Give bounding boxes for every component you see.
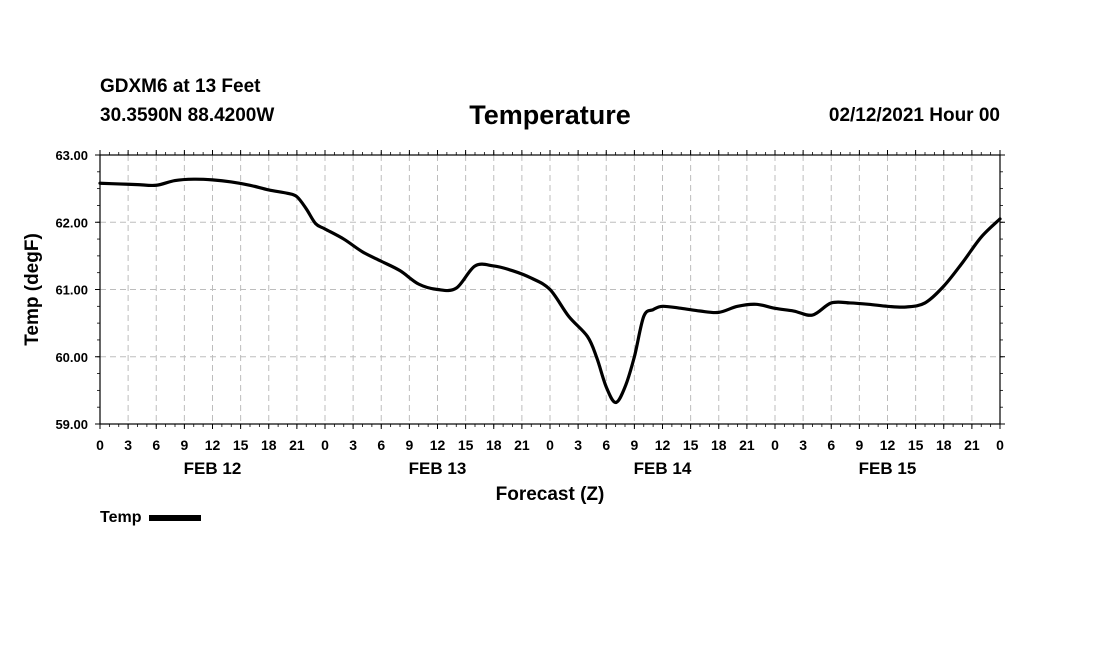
x-tick-label: 21 (289, 437, 305, 453)
legend: Temp (100, 509, 202, 527)
y-axis: 59.00 60.00 61.00 62.00 63.00 (55, 148, 1005, 432)
x-tick-label: 21 (964, 437, 980, 453)
legend-label: Temp (100, 509, 142, 526)
x-tick-label: 12 (205, 437, 221, 453)
x-tick-label: 3 (349, 437, 357, 453)
x-tick-label: 15 (233, 437, 249, 453)
x-tick-label: 21 (514, 437, 530, 453)
date-label: FEB 15 (859, 459, 917, 478)
x-tick-label: 9 (630, 437, 638, 453)
x-tick-label: 18 (936, 437, 952, 453)
x-tick-label: 12 (880, 437, 896, 453)
x-tick-label: 21 (739, 437, 755, 453)
temp-series-line (98, 177, 1002, 405)
x-tick-label: 3 (124, 437, 132, 453)
date-label: FEB 13 (409, 459, 467, 478)
y-tick-label: 61.00 (55, 283, 88, 298)
chart-title: Temperature (469, 100, 631, 130)
x-tick-label: 15 (908, 437, 924, 453)
run-time-label: 02/12/2021 Hour 00 (828, 105, 1000, 126)
x-tick-label: 6 (377, 437, 385, 453)
x-tick-label: 6 (152, 437, 160, 453)
coordinates-label: 30.3590N 88.4200W (100, 105, 275, 126)
x-tick-label: 0 (321, 437, 329, 453)
x-tick-label: 6 (602, 437, 610, 453)
x-tick-label: 18 (261, 437, 277, 453)
grid-lines (100, 155, 1000, 424)
x-axis: 0 3 6 9 12 15 18 21 0 3 6 9 12 15 18 21 0 3 6 9 12 15 18 21 0 3 6 9… (96, 150, 1004, 478)
date-label: FEB 14 (634, 459, 692, 478)
x-axis-label: Forecast (Z) (496, 484, 605, 505)
x-tick-label: 12 (655, 437, 671, 453)
x-tick-label: 3 (799, 437, 807, 453)
x-tick-label: 9 (405, 437, 413, 453)
x-tick-label: 12 (430, 437, 446, 453)
x-tick-label: 18 (711, 437, 727, 453)
y-tick-label: 62.00 (55, 215, 88, 230)
x-tick-label: 0 (771, 437, 779, 453)
legend-line-swatch (149, 515, 202, 521)
y-tick-label: 63.00 (55, 148, 88, 163)
x-tick-label: 0 (96, 437, 104, 453)
x-tick-label: 3 (574, 437, 582, 453)
x-tick-label: 15 (458, 437, 474, 453)
x-tick-label: 0 (546, 437, 554, 453)
y-tick-label: 59.00 (55, 417, 88, 432)
x-tick-label: 6 (827, 437, 835, 453)
station-label: GDXM6 at 13 Feet (100, 76, 261, 97)
x-tick-label: 0 (996, 437, 1004, 453)
x-tick-label: 15 (683, 437, 699, 453)
y-tick-label: 60.00 (55, 350, 88, 365)
x-tick-label: 9 (855, 437, 863, 453)
date-label: FEB 12 (184, 459, 242, 478)
y-axis-label: Temp (degF) (22, 233, 43, 346)
x-tick-label: 9 (180, 437, 188, 453)
x-tick-label: 18 (486, 437, 502, 453)
